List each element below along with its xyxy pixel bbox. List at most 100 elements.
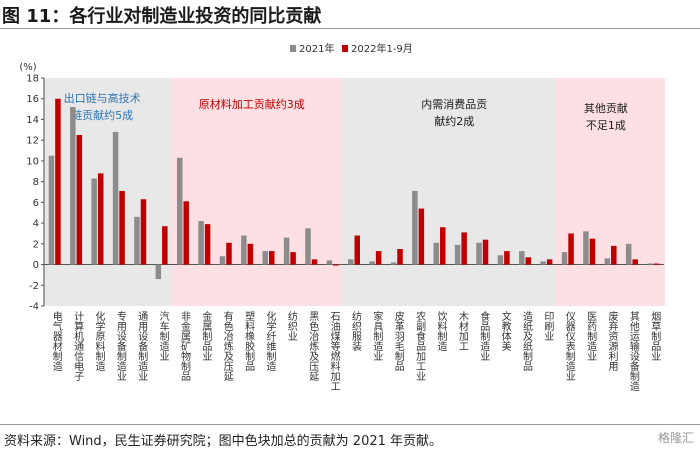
watermark: 格隆汇: [657, 431, 694, 445]
bar-2021-24: [561, 252, 568, 265]
bar-2022-3: [119, 190, 125, 265]
bar-2021-8: [219, 256, 226, 265]
y-tick-label: 16: [26, 94, 39, 105]
bar-2021-1: [70, 107, 76, 265]
y-tick-label: -2: [29, 281, 39, 292]
bar-2022-18: [440, 227, 446, 265]
x-category-label: 石油煤等燃料加工: [331, 312, 341, 393]
bar-2022-17: [418, 208, 425, 265]
bar-2021-2: [91, 178, 97, 265]
bar-2022-27: [632, 259, 638, 265]
x-category-label: 通用设备制造业: [138, 311, 148, 383]
y-tick-label: 12: [26, 136, 39, 147]
bar-2021-17: [412, 190, 418, 265]
y-tick-label: 8: [33, 177, 39, 188]
region-label-3-line2: 献约2成: [434, 114, 474, 128]
region-label-1-line2: 链贡献约5成: [71, 108, 133, 122]
bar-2022-9: [247, 243, 254, 265]
y-tick-label: 0: [33, 260, 39, 271]
x-category-label: 家具制造业: [373, 310, 383, 363]
x-category-label: 纺织业: [288, 310, 298, 343]
x-category-label: 皮革羽毛制品: [395, 310, 405, 373]
bar-2021-6: [176, 157, 183, 265]
region-label-3-line1: 内需消费品贡: [421, 97, 487, 111]
x-category-label: 塑料橡胶制品: [245, 311, 255, 373]
x-category-label: 化学纤维制造: [266, 310, 276, 373]
bar-2021-12: [305, 228, 311, 265]
bar-2022-11: [290, 252, 296, 265]
legend-label-2021: 2021年: [299, 42, 334, 55]
footer-divider: [0, 424, 700, 425]
x-category-label: 纺织服装: [352, 310, 362, 353]
x-category-label: 木材加工: [459, 311, 469, 353]
bar-2021-0: [48, 155, 55, 265]
x-category-label: 废弃资源利用: [609, 310, 619, 373]
bar-2022-24: [568, 233, 574, 265]
x-category-label: 医药制造业: [587, 311, 597, 363]
bar-2022-4: [140, 199, 147, 265]
y-tick-label: 6: [33, 198, 39, 209]
bar-2021-26: [604, 258, 611, 265]
y-tick-label: 18: [26, 74, 39, 85]
bar-2022-1: [76, 135, 83, 265]
title-bar: 图 11：各行业对制造业投资的同比贡献: [0, 0, 700, 29]
region-label-4-line1: 其他贡献: [584, 101, 628, 115]
bar-2021-21: [497, 255, 504, 265]
bar-2022-19: [461, 232, 467, 265]
x-category-label: 食品制造业: [480, 310, 490, 363]
bar-2021-10: [262, 251, 268, 265]
bar-2022-8: [226, 242, 232, 265]
y-tick-label: -4: [29, 302, 39, 313]
bar-2022-25: [589, 238, 596, 265]
bar-2022-13: [333, 264, 339, 266]
bar-2022-12: [311, 259, 318, 265]
bar-2021-14: [348, 259, 354, 265]
bar-2021-15: [369, 261, 375, 265]
highlight-region-4: [556, 78, 665, 306]
bar-2021-22: [519, 251, 525, 265]
x-category-label: 计算机通信电子: [74, 310, 84, 383]
region-label-2-line1: 原材料加工贡献约3成: [199, 97, 305, 111]
bar-2021-7: [198, 221, 204, 265]
x-category-label: 专用设备制造业: [117, 310, 127, 383]
bar-2022-20: [482, 239, 489, 265]
bar-2021-25: [583, 231, 589, 265]
x-category-label: 造纸及纸制品: [523, 310, 533, 373]
bar-2021-3: [112, 131, 119, 265]
bar-2022-2: [97, 173, 104, 265]
bar-2022-14: [354, 235, 360, 265]
legend-swatch-2021: [290, 45, 296, 52]
bar-2022-22: [525, 257, 532, 265]
x-category-label: 饮料制造: [438, 310, 448, 353]
y-tick-label: 4: [33, 219, 39, 230]
chart-title: 图 11：各行业对制造业投资的同比贡献: [2, 6, 322, 27]
bar-2022-5: [162, 226, 168, 265]
bar-2021-9: [241, 235, 247, 265]
x-category-label: 非金属矿物制品: [181, 311, 191, 383]
x-category-label: 黑色冶炼及压延: [309, 311, 319, 383]
x-category-label: 农副食品加工业: [416, 310, 426, 383]
region-label-4-line2: 不足1成: [586, 119, 626, 132]
bar-2021-16: [390, 262, 397, 265]
x-category-label: 有色冶炼及压延: [224, 310, 234, 383]
highlight-region-2: [171, 78, 345, 306]
highlight-region-3: [342, 78, 559, 306]
y-tick-label: 10: [26, 156, 39, 167]
legend-label-2022: 2022年1-9月: [351, 42, 413, 55]
legend-swatch-2022: [342, 45, 348, 52]
bar-2022-10: [268, 251, 275, 265]
bar-2021-28: [647, 263, 653, 265]
bar-2021-4: [134, 216, 140, 265]
y-tick-label: 14: [26, 115, 39, 126]
x-category-label: 化学原料制造: [95, 310, 105, 373]
x-category-label: 仪器仪表制造业: [566, 311, 576, 383]
highlight-region-1: [43, 78, 174, 306]
bar-2021-18: [433, 242, 440, 265]
y-tick-label: 2: [33, 239, 39, 250]
region-label-1-line1: 出口链与高技术: [64, 91, 141, 105]
bar-2022-16: [397, 249, 403, 265]
y-axis-unit: (%): [19, 62, 36, 73]
bar-2022-6: [183, 201, 189, 265]
bar-2022-0: [55, 98, 61, 265]
